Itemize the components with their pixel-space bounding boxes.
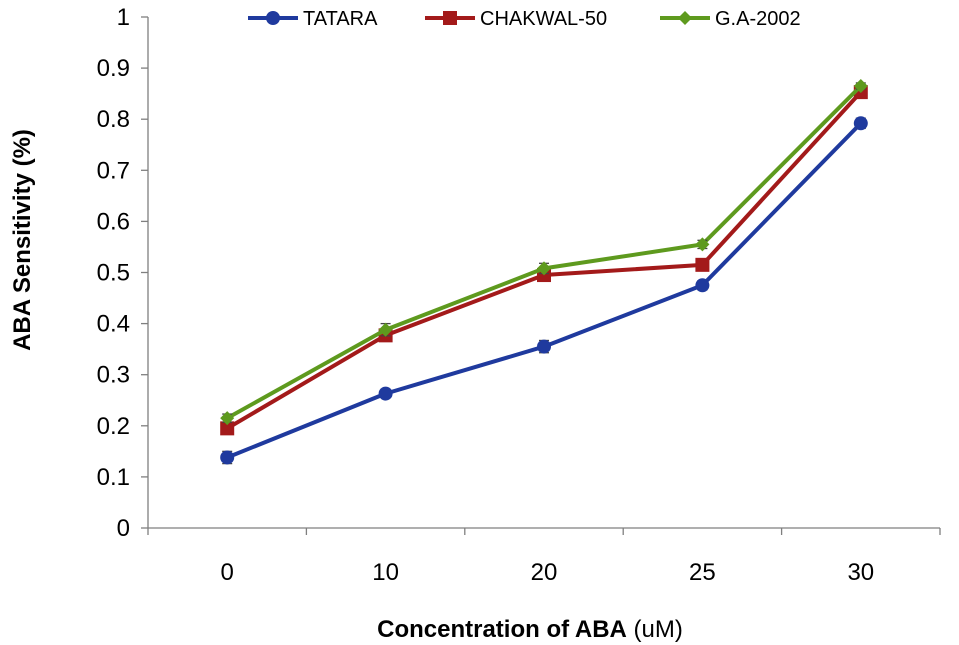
- legend-label: TATARA: [303, 8, 378, 30]
- data-point: [695, 257, 710, 272]
- y-tick-label: 0.7: [97, 157, 130, 184]
- y-tick-label: 0: [117, 515, 130, 542]
- series-line: [226, 84, 863, 420]
- y-axis: 0 0.1 0.2 0.3 0.4 0.5 0.6 0.7 0.8 0.9 1: [97, 4, 149, 542]
- y-tick-label: 0.8: [97, 106, 130, 133]
- y-tick-label: 0.9: [97, 55, 130, 82]
- series-g-a-2002: [220, 78, 868, 426]
- x-tick-label: 0: [221, 559, 234, 586]
- x-axis: 0 10 20 25 30: [147, 527, 941, 586]
- y-tick-label: 0.3: [97, 362, 130, 389]
- y-tick-label: 0.6: [97, 208, 130, 235]
- x-tick-label: 25: [689, 559, 716, 586]
- series-line: [226, 90, 863, 431]
- data-point: [220, 411, 235, 426]
- data-point: [853, 78, 868, 93]
- y-axis-title: ABA Sensitivity (%): [9, 129, 36, 351]
- series-chakwal-50: [220, 85, 868, 436]
- legend-item-g-a-2002: G.A-2002: [660, 8, 801, 30]
- series-tatara: [220, 116, 868, 465]
- legend-label: CHAKWAL-50: [480, 8, 607, 30]
- data-point: [537, 339, 551, 354]
- legend-swatch-marker: [266, 11, 280, 25]
- legend-label: G.A-2002: [715, 8, 801, 30]
- data-point: [378, 386, 393, 401]
- data-point: [853, 116, 868, 131]
- x-tick-label: 10: [372, 559, 399, 586]
- legend-item-tatara: TATARA: [248, 8, 378, 30]
- y-tick-label: 0.1: [97, 464, 130, 491]
- legend: TATARA CHAKWAL-50 G.A-2002: [248, 8, 801, 30]
- data-point: [220, 450, 235, 465]
- x-tick-label: 20: [531, 559, 558, 586]
- y-tick-label: 0.4: [97, 311, 130, 338]
- series-layer: [220, 78, 868, 465]
- series-line: [226, 121, 863, 460]
- y-tick-label: 0.2: [97, 413, 130, 440]
- x-axis-title-unit: (uM): [627, 616, 683, 643]
- data-point: [695, 278, 710, 293]
- y-tick-label: 1: [117, 4, 130, 31]
- legend-swatch-marker: [678, 11, 692, 25]
- legend-item-chakwal-50: CHAKWAL-50: [425, 8, 607, 30]
- data-point: [695, 237, 710, 252]
- data-point: [378, 322, 393, 337]
- legend-swatch-marker: [443, 11, 457, 25]
- data-point: [537, 261, 551, 276]
- x-tick-label: 30: [847, 559, 874, 586]
- x-axis-title: Concentration of ABA (uM): [377, 616, 683, 643]
- y-tick-label: 0.5: [97, 260, 130, 287]
- data-point: [220, 421, 235, 436]
- x-axis-title-main: Concentration of ABA: [377, 616, 627, 643]
